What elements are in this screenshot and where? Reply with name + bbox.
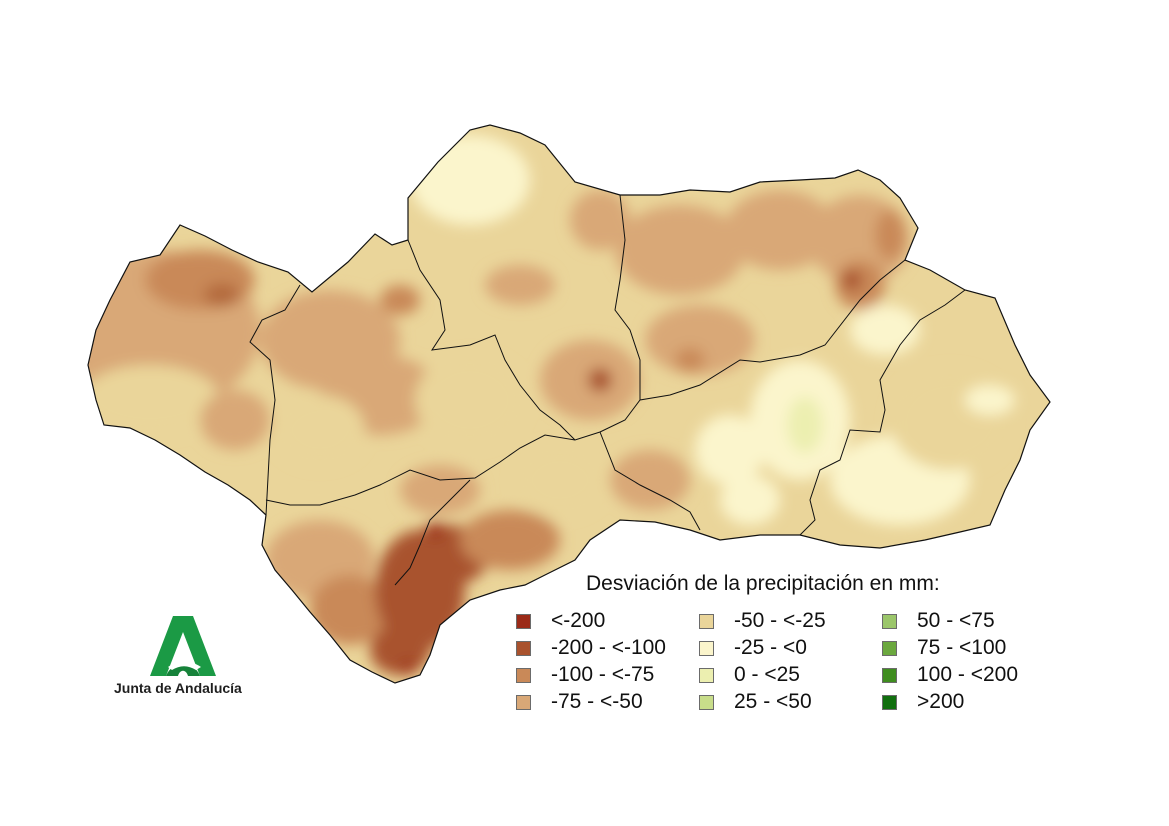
legend-label: >200 — [917, 690, 965, 713]
legend-swatch — [699, 640, 714, 656]
border-malaga-granada — [599, 431, 701, 531]
legend-label: 100 - <200 — [917, 663, 1019, 686]
legend-item: -25 - <0 — [699, 636, 807, 660]
legend-label: -100 - <-75 — [551, 663, 655, 686]
legend-label: 25 - <50 — [734, 690, 812, 713]
legend-item: -50 - <-25 — [699, 609, 826, 633]
legend-label: -25 - <0 — [734, 636, 807, 659]
legend-item: -75 - <-50 — [516, 690, 643, 714]
border-jaen-granada — [599, 259, 906, 433]
legend-item: 75 - <100 — [882, 636, 1006, 660]
legend-label: <-200 — [551, 609, 606, 632]
legend-swatch — [882, 667, 897, 683]
legend-swatch — [882, 613, 897, 629]
legend-swatch — [699, 613, 714, 629]
province-borders — [249, 194, 966, 586]
legend-label: 0 - <25 — [734, 663, 800, 686]
legend-item: -100 - <-75 — [516, 663, 654, 687]
logo-text: Junta de Andalucía — [114, 680, 242, 696]
border-cadiz-malaga — [394, 479, 471, 586]
border-granada-almeria — [799, 289, 966, 536]
legend-label: -50 - <-25 — [734, 609, 826, 632]
legend-swatch — [516, 613, 531, 629]
legend-swatch — [882, 640, 897, 656]
legend-swatch — [516, 694, 531, 710]
legend-item: 50 - <75 — [882, 609, 995, 633]
legend-swatch — [516, 667, 531, 683]
border-sevilla-malaga — [265, 431, 601, 506]
border-sevilla-cordoba — [407, 239, 576, 441]
legend-title: Desviación de la precipitación en mm: — [586, 572, 940, 595]
field-blobs — [88, 135, 1015, 675]
legend-item: -200 - <-100 — [516, 636, 666, 660]
legend-swatch — [882, 694, 897, 710]
junta-logo-icon — [150, 616, 216, 676]
legend-swatch — [699, 694, 714, 710]
legend-item: >200 — [882, 690, 964, 714]
border-cordoba-jaen — [614, 194, 641, 400]
legend-swatch — [516, 640, 531, 656]
border-huelva-sevilla — [249, 284, 301, 516]
legend-label: -200 - <-100 — [551, 636, 666, 659]
legend-item: 0 - <25 — [699, 663, 800, 687]
legend-label: 50 - <75 — [917, 609, 995, 632]
legend-label: -75 - <-50 — [551, 690, 643, 713]
legend-swatch — [699, 667, 714, 683]
legend-item: 25 - <50 — [699, 690, 812, 714]
legend-item: 100 - <200 — [882, 663, 1018, 687]
legend-label: 75 - <100 — [917, 636, 1007, 659]
legend-item: <-200 — [516, 609, 605, 633]
